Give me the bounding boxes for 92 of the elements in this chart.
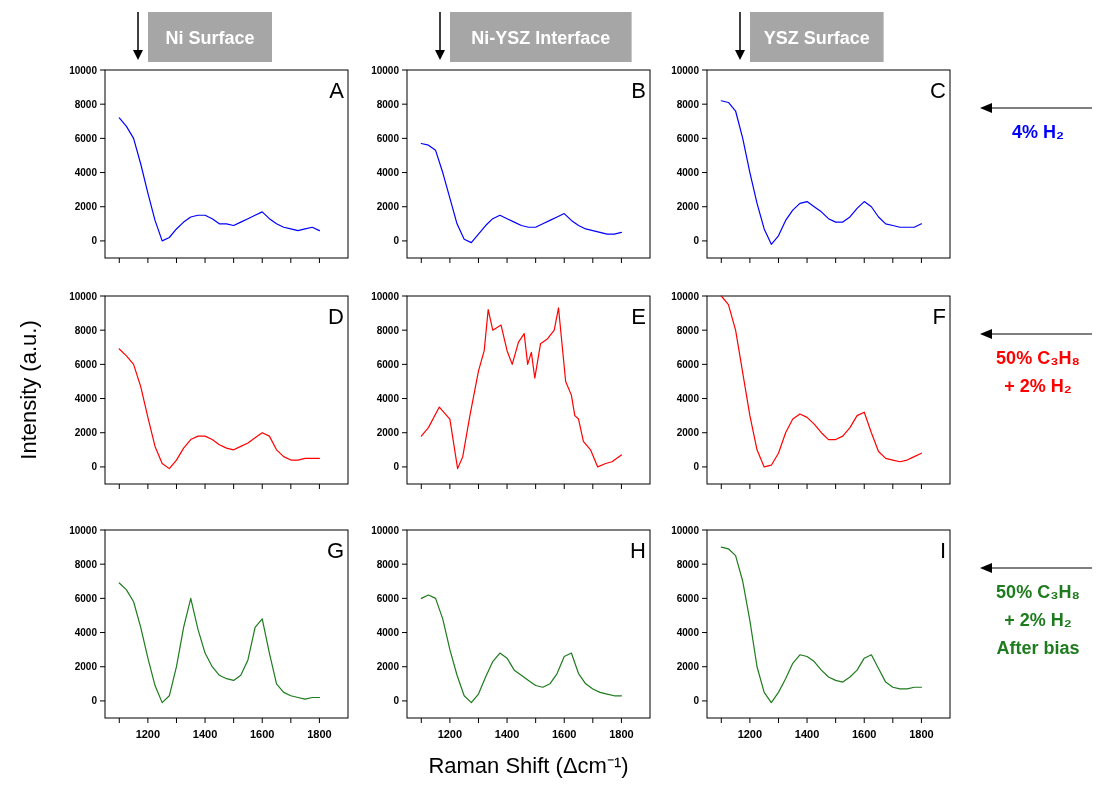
chart-title: Ni Surface [165, 28, 255, 48]
y-tick-label: 4000 [676, 167, 700, 179]
y-tick-label: 4000 [376, 627, 400, 639]
x-axis-title: Raman Shift (Δcm⁻¹) [428, 753, 629, 778]
y-tick-label: 10000 [671, 524, 700, 536]
line-series [720, 100, 923, 245]
y-tick-label: 8000 [676, 558, 700, 570]
y-tick-label: 4000 [74, 167, 98, 179]
annotation: G [326, 538, 344, 563]
line-series [720, 295, 923, 468]
line-series [420, 594, 623, 704]
y-tick-label: 2000 [676, 661, 700, 673]
y-tick-label: 8000 [376, 558, 400, 570]
text: 50% C₃H₈ + 2% H₂ [996, 348, 1080, 396]
annotation: C [930, 78, 947, 103]
y-tick-label: 8000 [74, 98, 98, 110]
y-tick-label: 0 [693, 461, 700, 473]
text: 4% H₂ [1011, 122, 1065, 142]
y-tick-label: 0 [393, 461, 400, 473]
y-tick-label: 6000 [376, 592, 400, 604]
x-tick-label: 1400 [794, 728, 820, 740]
y-tick-label: 4000 [676, 627, 700, 639]
y-tick-label: 4000 [74, 393, 98, 405]
annotation: F [932, 304, 946, 329]
chart-title: Ni-YSZ Interface [471, 28, 611, 48]
y-tick-label: 2000 [676, 201, 700, 213]
x-tick-label: 1800 [307, 728, 332, 740]
y-tick-label: 2000 [376, 201, 400, 213]
y-tick-label: 2000 [676, 427, 700, 439]
y-tick-label: 6000 [676, 592, 700, 604]
line-series [420, 307, 623, 470]
y-tick-label: 10000 [69, 290, 98, 302]
y-tick-label: 8000 [74, 558, 98, 570]
y-axis-title: Intensity (a.u.) [16, 320, 41, 460]
y-tick-label: 8000 [74, 324, 98, 336]
annotation: I [939, 538, 946, 563]
y-tick-label: 10000 [371, 524, 400, 536]
y-tick-label: 2000 [74, 427, 98, 439]
y-tick-label: 2000 [74, 201, 98, 213]
y-tick-label: 6000 [74, 132, 98, 144]
x-tick-label: 1800 [909, 728, 934, 740]
y-tick-label: 8000 [676, 324, 700, 336]
y-tick-label: 6000 [74, 358, 98, 370]
y-tick-label: 10000 [671, 64, 700, 76]
y-tick-label: 2000 [74, 661, 98, 673]
y-tick-label: 0 [693, 695, 700, 707]
x-tick-label: 1200 [437, 728, 463, 740]
y-tick-label: 0 [91, 695, 98, 707]
y-tick-label: 2000 [376, 661, 400, 673]
line-series [720, 546, 923, 704]
annotation: B [631, 78, 646, 103]
line-series [420, 142, 623, 244]
y-tick-label: 10000 [69, 524, 98, 536]
x-tick-label: 1600 [851, 728, 877, 740]
y-tick-label: 10000 [671, 290, 700, 302]
line-series [118, 348, 321, 470]
text: 50% C₃H₈ + 2% H₂ After bias [996, 582, 1080, 658]
y-tick-label: 6000 [676, 358, 700, 370]
y-tick-label: 10000 [69, 64, 98, 76]
y-tick-label: 10000 [371, 290, 400, 302]
y-tick-label: 8000 [376, 324, 400, 336]
y-tick-label: 4000 [376, 393, 400, 405]
annotation: E [631, 304, 646, 329]
y-tick-label: 8000 [676, 98, 700, 110]
x-tick-label: 1600 [249, 728, 275, 740]
y-tick-label: 6000 [376, 358, 400, 370]
annotation: D [328, 304, 344, 329]
chart-title: YSZ Surface [763, 28, 870, 48]
y-tick-label: 10000 [371, 64, 400, 76]
x-tick-label: 1800 [609, 728, 634, 740]
y-tick-label: 8000 [376, 98, 400, 110]
y-tick-label: 6000 [376, 132, 400, 144]
annotation: H [630, 538, 646, 563]
y-tick-label: 0 [393, 695, 400, 707]
y-tick-label: 0 [693, 235, 700, 247]
line-series [118, 582, 321, 704]
y-tick-label: 6000 [676, 132, 700, 144]
y-tick-label: 4000 [676, 393, 700, 405]
x-tick-label: 1200 [135, 728, 161, 740]
y-tick-label: 4000 [74, 627, 98, 639]
y-tick-label: 2000 [376, 427, 400, 439]
line-series [118, 117, 321, 242]
annotation: A [329, 78, 345, 103]
x-tick-label: 1600 [551, 728, 577, 740]
x-tick-label: 1200 [737, 728, 763, 740]
y-tick-label: 4000 [376, 167, 400, 179]
y-tick-label: 0 [91, 461, 98, 473]
x-tick-label: 1400 [192, 728, 218, 740]
x-tick-label: 1400 [494, 728, 520, 740]
y-tick-label: 0 [393, 235, 400, 247]
y-tick-label: 0 [91, 235, 98, 247]
y-tick-label: 6000 [74, 592, 98, 604]
